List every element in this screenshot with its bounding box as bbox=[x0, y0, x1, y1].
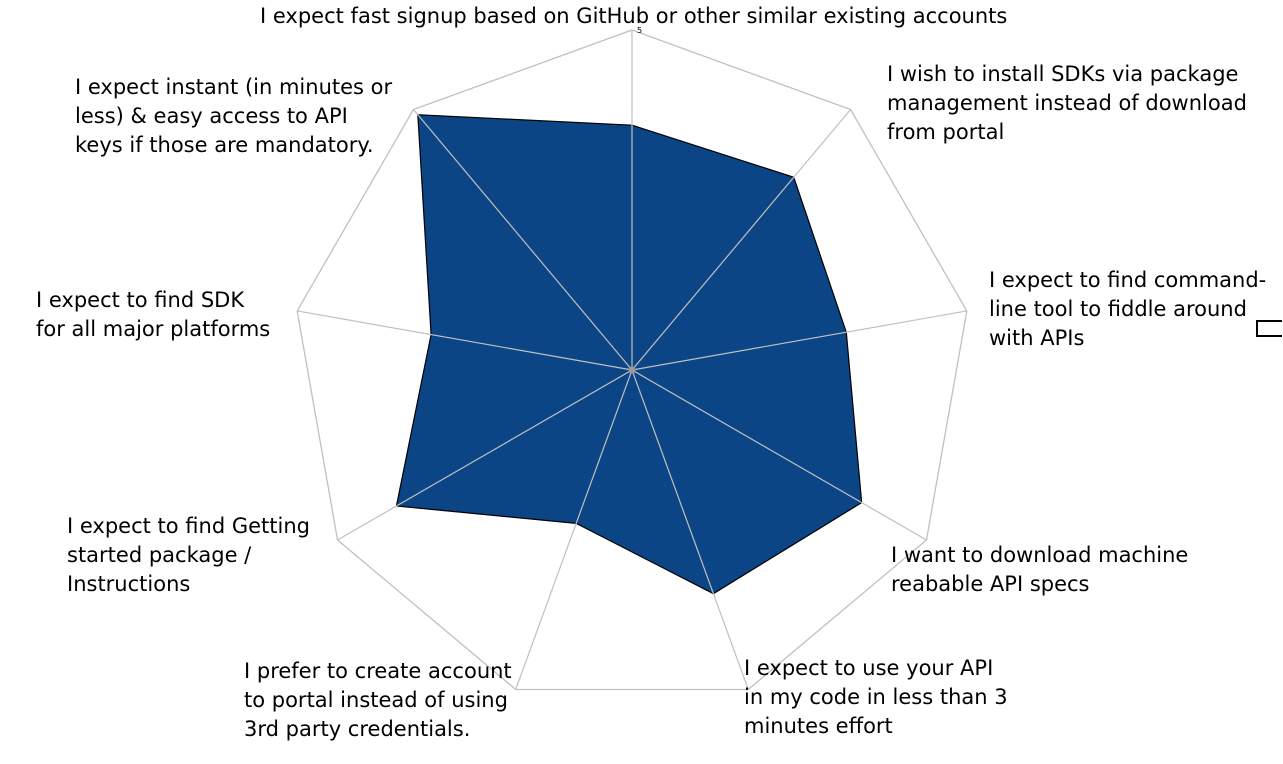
legend-marker bbox=[1256, 320, 1282, 337]
radar-axis-label: I expect instant (in minutes or less) & e… bbox=[75, 75, 392, 157]
radar-spoke bbox=[515, 369, 633, 690]
radar-spoke bbox=[412, 109, 633, 371]
radar-axis-label-line: with APIs bbox=[989, 326, 1084, 350]
radar-axis-label-line: started package / bbox=[67, 543, 252, 567]
radar-spoke bbox=[631, 310, 967, 371]
radar-axis-label-line: reabable API specs bbox=[891, 572, 1090, 596]
radar-axis-label-line: I prefer to create account bbox=[244, 659, 512, 683]
radar-spoke bbox=[631, 369, 749, 690]
radar-axis-label: I expect fast signup based on GitHub or … bbox=[260, 4, 1007, 28]
radar-outer-ring bbox=[296, 29, 968, 691]
radar-tick-label: 5 bbox=[637, 26, 642, 35]
radar-axis-label: I prefer to create account to portal inst… bbox=[244, 659, 512, 741]
radar-series-area bbox=[395, 114, 863, 595]
radar-spoke bbox=[631, 369, 927, 541]
radar-axis-label-line: I expect to find SDK bbox=[36, 288, 245, 312]
radar-axis-label-line: to portal instead of using bbox=[244, 688, 508, 712]
radar-axis-label: I expect to find Getting started package … bbox=[67, 514, 310, 596]
radar-axis-label-line: I expect instant (in minutes or bbox=[75, 75, 392, 99]
radar-axis-label-line: I expect to find command- bbox=[989, 268, 1266, 292]
radar-center-dot bbox=[628, 366, 636, 374]
radar-axis-label-line: from portal bbox=[887, 120, 1004, 144]
radar-axis-label-line: I wish to install SDKs via package bbox=[887, 62, 1238, 86]
radar-axis-label-line: keys if those are mandatory. bbox=[75, 133, 374, 157]
radar-axis-label-line: less) & easy access to API bbox=[75, 104, 348, 128]
radar-grid bbox=[296, 29, 968, 691]
radar-axis-label-line: for all major platforms bbox=[36, 317, 270, 341]
radar-axis-label-line: I want to download machine bbox=[891, 543, 1188, 567]
radar-axis-label-line: Instructions bbox=[67, 572, 190, 596]
radar-axis-label: I expect to find SDK for all major platfo… bbox=[36, 288, 270, 341]
radar-spoke bbox=[337, 369, 633, 541]
radar-axis-label: I want to download machine reabable API s… bbox=[891, 543, 1188, 596]
radar-series bbox=[297, 30, 967, 690]
radar-axis-labels: I expect fast signup based on GitHub or … bbox=[36, 4, 1266, 741]
radar-axis-label-line: management instead of download bbox=[887, 91, 1247, 115]
radar-axis-label-line: I expect to find Getting bbox=[67, 514, 310, 538]
radar-axis-label: I expect to find command-line tool to fi… bbox=[989, 268, 1266, 350]
radar-axis-label-line: 3rd party credentials. bbox=[244, 717, 470, 741]
radar-axis-label-line: I expect fast signup based on GitHub or … bbox=[260, 4, 1007, 28]
radar-axis-label: I expect to use your API in my code in le… bbox=[744, 656, 1008, 738]
radar-spoke bbox=[631, 109, 852, 371]
radar-axis-label-line: in my code in less than 3 bbox=[744, 685, 1008, 709]
radar-axis-label-line: line tool to fiddle around bbox=[989, 297, 1247, 321]
radar-ticks: 5 bbox=[637, 26, 642, 35]
radar-spoke bbox=[297, 310, 633, 371]
radar-axis-label-line: minutes effort bbox=[744, 714, 893, 738]
radar-axis-label: I wish to install SDKs via package manage… bbox=[887, 62, 1247, 144]
radar-axis-label-line: I expect to use your API bbox=[744, 656, 993, 680]
